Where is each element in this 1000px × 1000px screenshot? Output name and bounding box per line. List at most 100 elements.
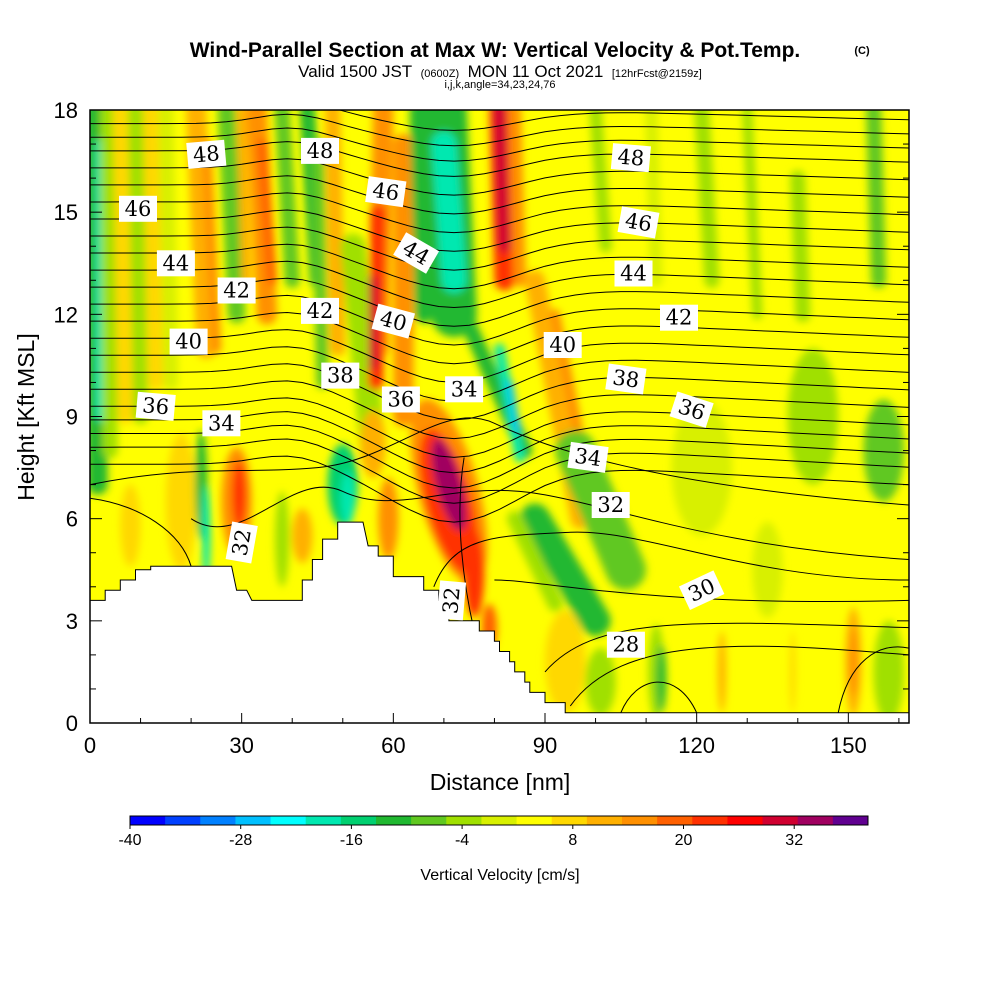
contour-label-text: 36 <box>141 393 170 419</box>
theta-contour <box>569 645 909 707</box>
colorbar-swatch <box>481 816 518 825</box>
colorbar-swatch <box>200 816 236 825</box>
theta-contour <box>90 110 909 131</box>
colorbar-swatch <box>165 816 201 825</box>
contour-label-bg <box>605 363 647 395</box>
theta-contour <box>837 646 909 713</box>
contour-label-bg <box>393 232 440 274</box>
contour-label-text: 36 <box>388 388 415 412</box>
colorbar-swatch <box>657 816 693 825</box>
contour-label-bg <box>119 195 157 222</box>
contour-label: 42 <box>660 304 698 331</box>
colorbar-tick-label: -28 <box>229 832 252 849</box>
contour-label-bg <box>365 176 407 208</box>
colorbar-tick-label: -4 <box>455 832 469 849</box>
theta-contour <box>90 380 909 440</box>
contour-label: 34 <box>567 441 609 473</box>
contour-label: 42 <box>301 297 339 324</box>
colorbar-swatch <box>622 816 658 825</box>
contour-label-text: 32 <box>228 527 256 557</box>
colorbar-swatch <box>727 816 764 825</box>
subtitle-forecast: [12hrFcst@2159z] <box>612 68 702 80</box>
contour-label-bg <box>617 206 660 239</box>
theta-contour <box>90 329 909 383</box>
contour-label: 42 <box>217 277 256 304</box>
colorbar-swatch <box>340 816 377 825</box>
colorbar-swatch <box>411 816 447 825</box>
contour-label: 28 <box>606 631 645 658</box>
x-axis: 0 30 60 90 120 150 <box>84 713 900 758</box>
contour-label-bg <box>169 328 208 355</box>
contour-label-text: 32 <box>597 493 624 517</box>
theta-contour <box>90 113 909 147</box>
theta-contour <box>90 226 909 271</box>
x-axis-label: Distance [nm] <box>430 769 571 795</box>
y-tick-label: 12 <box>54 302 78 327</box>
colorbar-swatch <box>235 816 272 825</box>
theta-contour <box>90 158 909 196</box>
contour-label-bg <box>301 297 339 324</box>
y-tick-label: 3 <box>66 609 78 634</box>
contour-label-bg <box>371 303 416 339</box>
contour-label-bg <box>156 250 195 277</box>
colorbar-swatch <box>516 816 553 825</box>
colorbar-swatch <box>551 816 588 825</box>
theta-contour <box>90 260 909 309</box>
contour-label: 34 <box>445 376 484 403</box>
contour-label: 32 <box>591 492 630 518</box>
theta-contour <box>90 175 909 215</box>
contour-label-bg <box>669 391 714 428</box>
contour-label-text: 42 <box>307 299 334 323</box>
theta-contour <box>90 455 909 523</box>
x-tick-label: 30 <box>229 733 253 758</box>
colorbar-swatch <box>446 816 482 825</box>
contour-label-bg <box>660 304 698 331</box>
contour-label-text: 42 <box>666 306 693 330</box>
x-tick-label: 0 <box>84 733 96 758</box>
x-tick-label: 60 <box>381 733 405 758</box>
contour-label-text: 32 <box>438 586 464 615</box>
contour-label-bg <box>217 277 256 304</box>
contour-label: 44 <box>614 260 653 287</box>
contour-label: 32 <box>436 580 467 621</box>
y-tick-label: 0 <box>66 711 78 736</box>
contour-label: 44 <box>156 250 195 277</box>
colorbar-tick-label: 32 <box>785 832 803 849</box>
contour-label-text: 38 <box>611 365 641 392</box>
contour-label: 34 <box>202 410 241 437</box>
contour-label-text: 34 <box>208 411 235 435</box>
contour-label-bg <box>543 332 582 358</box>
colorbar-swatch <box>305 816 342 825</box>
y-tick-label: 18 <box>54 98 78 123</box>
subtitle-valid: Valid 1500 JST <box>298 62 412 81</box>
colorbar-frame <box>129 815 869 826</box>
theta-contour <box>459 457 475 632</box>
contour-label-text: 46 <box>371 178 401 205</box>
contour-label-bg <box>186 139 227 169</box>
contour-label-text: 48 <box>307 139 334 163</box>
contour-label-bg <box>225 521 258 564</box>
theta-contour <box>90 192 909 234</box>
contour-label-text: 42 <box>223 279 250 303</box>
contour-label-bg <box>135 391 176 421</box>
colorbar-swatch <box>130 816 166 825</box>
contour-label-bg <box>606 631 645 658</box>
contour-label-bg <box>381 386 420 413</box>
contour-label: 46 <box>617 206 660 239</box>
contour-label: 46 <box>365 176 407 208</box>
contour-label-bg <box>614 260 653 287</box>
theta-contour <box>620 681 698 714</box>
contour-label-text: 28 <box>613 633 640 657</box>
velocity-shading <box>90 110 904 723</box>
colorbar-tick-label: 8 <box>568 832 577 849</box>
contour-label-text: 40 <box>175 330 202 354</box>
theta-contour <box>90 497 192 567</box>
theta-contour <box>90 127 909 162</box>
contour-label: 38 <box>321 362 360 389</box>
contour-label: 40 <box>371 303 416 339</box>
contour-label: 40 <box>543 332 582 358</box>
contour-label-text: 34 <box>573 444 603 471</box>
colorbar-label: Vertical Velocity [cm/s] <box>420 867 579 884</box>
theta-contour <box>90 141 909 177</box>
